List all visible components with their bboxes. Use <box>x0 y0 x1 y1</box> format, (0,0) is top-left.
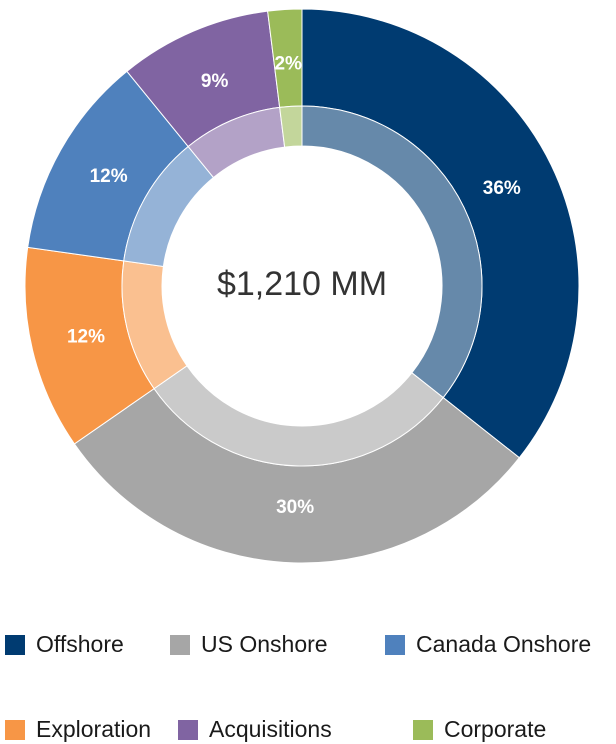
value-label: 36% <box>483 178 521 199</box>
legend-label: Exploration <box>36 716 151 742</box>
legend-swatch <box>5 720 25 740</box>
legend-swatch <box>385 635 405 655</box>
inner-slice <box>279 105 303 148</box>
value-label: 12% <box>90 166 128 187</box>
inner-slice <box>301 105 483 399</box>
legend-swatch <box>170 635 190 655</box>
value-label: 30% <box>276 497 314 518</box>
legend-label: US Onshore <box>201 631 328 657</box>
legend-swatch <box>178 720 198 740</box>
legend-label: Corporate <box>444 716 546 742</box>
slices <box>24 8 580 564</box>
value-label: 12% <box>67 326 105 347</box>
legend-label: Offshore <box>36 631 124 657</box>
legend-swatch <box>413 720 433 740</box>
value-label: 9% <box>201 71 229 92</box>
legend-label: Canada Onshore <box>416 631 591 657</box>
slice <box>73 387 521 564</box>
center-label: $1,210 MM <box>217 265 387 303</box>
legend-label: Acquisitions <box>209 716 332 742</box>
legend-swatch <box>5 635 25 655</box>
value-label: 2% <box>274 53 302 74</box>
